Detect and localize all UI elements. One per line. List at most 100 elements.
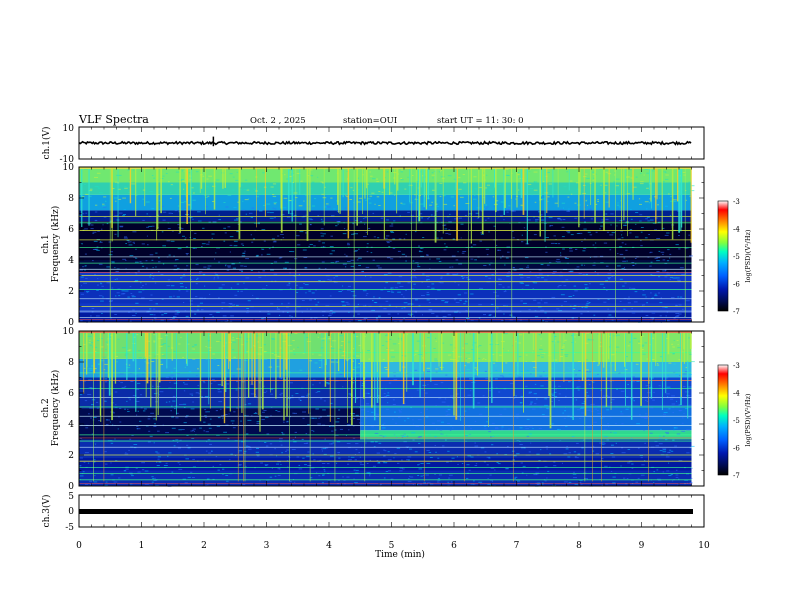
spectrogram-speckle bbox=[462, 278, 464, 279]
spectrogram-speckle bbox=[391, 223, 394, 225]
spectrogram-speckle bbox=[627, 384, 629, 385]
spectrogram-speckle bbox=[595, 242, 597, 244]
spectrogram-speckle bbox=[468, 408, 471, 410]
spectrogram-speckle bbox=[309, 244, 313, 245]
spectrogram-speckle bbox=[401, 294, 403, 296]
spectrogram-speckle bbox=[363, 236, 367, 238]
spectrogram-speckle bbox=[80, 276, 84, 278]
spectrogram-speckle bbox=[385, 341, 389, 343]
spectrogram-speckle bbox=[639, 220, 642, 222]
spectrogram-speckle bbox=[111, 261, 115, 263]
spectrogram-speckle bbox=[595, 231, 598, 233]
spectrogram-speckle bbox=[281, 214, 285, 216]
spectrogram-speckle bbox=[127, 408, 129, 410]
spectrogram-speckle bbox=[447, 450, 450, 452]
spectrogram-speckle bbox=[499, 375, 504, 377]
spectrogram-speckle bbox=[488, 431, 492, 433]
spectrogram-speckle bbox=[446, 461, 449, 463]
spectrogram-speckle bbox=[608, 314, 612, 316]
spectrogram-speckle bbox=[263, 344, 266, 346]
spectrogram-speckle bbox=[367, 410, 370, 412]
spectrogram-speckle bbox=[673, 371, 676, 373]
spectrogram-speckle bbox=[530, 373, 532, 375]
spectrogram-speckle bbox=[649, 202, 651, 204]
spectrogram-speckle bbox=[510, 431, 512, 433]
spectrogram-speckle bbox=[352, 189, 355, 191]
spectrogram-speckle bbox=[687, 337, 691, 339]
spectrogram-speckle bbox=[84, 269, 86, 271]
spectrogram-speckle bbox=[512, 231, 514, 232]
spectrogram-speckle bbox=[261, 193, 263, 195]
spectrogram-speckle bbox=[184, 238, 186, 240]
xtick-8: 8 bbox=[576, 541, 582, 551]
spectrogram-speckle bbox=[603, 417, 605, 418]
spectrogram-speckle bbox=[386, 394, 390, 396]
spectrogram-speckle bbox=[438, 230, 440, 232]
spectrogram-speckle bbox=[666, 393, 670, 395]
spectrogram-speckle bbox=[622, 260, 626, 262]
spectrogram-speckle bbox=[659, 450, 663, 452]
spectrogram-speckle bbox=[352, 223, 354, 225]
spectrogram-speckle bbox=[124, 453, 129, 455]
spectrogram-speckle bbox=[689, 353, 692, 355]
spectrogram-speckle bbox=[215, 252, 217, 254]
spectrogram-speckle bbox=[225, 265, 227, 267]
spectrogram-speckle bbox=[588, 371, 591, 373]
spectrogram-speckle bbox=[557, 286, 560, 288]
spectrogram-speckle bbox=[124, 408, 126, 410]
spectrogram-speckle bbox=[490, 467, 495, 469]
spectrogram-speckle bbox=[640, 416, 645, 418]
spectrogram-speckle bbox=[376, 460, 379, 462]
spectrogram-speckle bbox=[298, 468, 303, 470]
spectrogram-speckle bbox=[402, 436, 406, 437]
spectrogram-speckle bbox=[228, 334, 230, 336]
spectrogram-speckle bbox=[566, 230, 571, 232]
spectrogram-speckle bbox=[373, 302, 377, 303]
spectrogram-speckle bbox=[526, 277, 531, 278]
spectrogram-speckle bbox=[516, 480, 521, 482]
spectrogram-speckle bbox=[488, 264, 490, 266]
spectrogram-speckle bbox=[425, 416, 429, 418]
spectrogram-speckle bbox=[497, 249, 502, 251]
spectrogram-speckle bbox=[399, 320, 403, 322]
spectrogram-speckle bbox=[657, 364, 660, 366]
spectrogram-speckle bbox=[556, 261, 561, 263]
spectrogram-speckle bbox=[137, 333, 140, 335]
spectrogram-speckle bbox=[183, 269, 187, 271]
spectrogram-speckle bbox=[416, 340, 420, 342]
spectrogram-speckle bbox=[376, 181, 380, 183]
spectrogram-speckle bbox=[662, 270, 666, 272]
spectrogram-speckle bbox=[131, 434, 134, 436]
spectrogram-speckle bbox=[242, 209, 246, 211]
spectrogram-speckle bbox=[318, 240, 321, 242]
spectrogram-speckle bbox=[284, 261, 289, 263]
spectrogram-speckle bbox=[597, 373, 599, 375]
spectrogram-speckle bbox=[321, 448, 323, 450]
spectrogram-speckle bbox=[149, 314, 154, 316]
spectrogram-speckle bbox=[187, 476, 191, 478]
spectrogram-speckle bbox=[181, 180, 186, 182]
spectrogram-speckle bbox=[623, 308, 626, 310]
spectrogram-speckle bbox=[215, 410, 218, 412]
spectrogram-speckle bbox=[386, 333, 389, 335]
spectrogram-speckle bbox=[386, 219, 389, 221]
spectrogram-speckle bbox=[357, 320, 362, 322]
spectrogram-speckle bbox=[109, 300, 113, 302]
spectrogram-speckle bbox=[652, 191, 654, 193]
spectrogram-speckle bbox=[163, 168, 167, 170]
spectrogram-speckle bbox=[183, 390, 186, 392]
spectrogram-speckle bbox=[558, 310, 563, 312]
spectrogram-speckle bbox=[124, 290, 129, 292]
spectrogram-speckle bbox=[203, 297, 206, 299]
spectrogram-speckle bbox=[170, 285, 175, 287]
spectrogram-speckle bbox=[167, 279, 171, 281]
spectrogram-speckle bbox=[642, 290, 645, 291]
spectrogram-speckle bbox=[396, 447, 401, 449]
spectrogram-speckle bbox=[444, 224, 447, 226]
spectrogram-speckle bbox=[94, 459, 96, 461]
spectrogram-speckle bbox=[308, 218, 312, 220]
spectrogram-speckle bbox=[304, 464, 307, 466]
spectrogram-speckle bbox=[670, 195, 673, 197]
ch1-ytick-top: 10 bbox=[63, 124, 75, 134]
spectrogram-speckle bbox=[114, 279, 116, 280]
